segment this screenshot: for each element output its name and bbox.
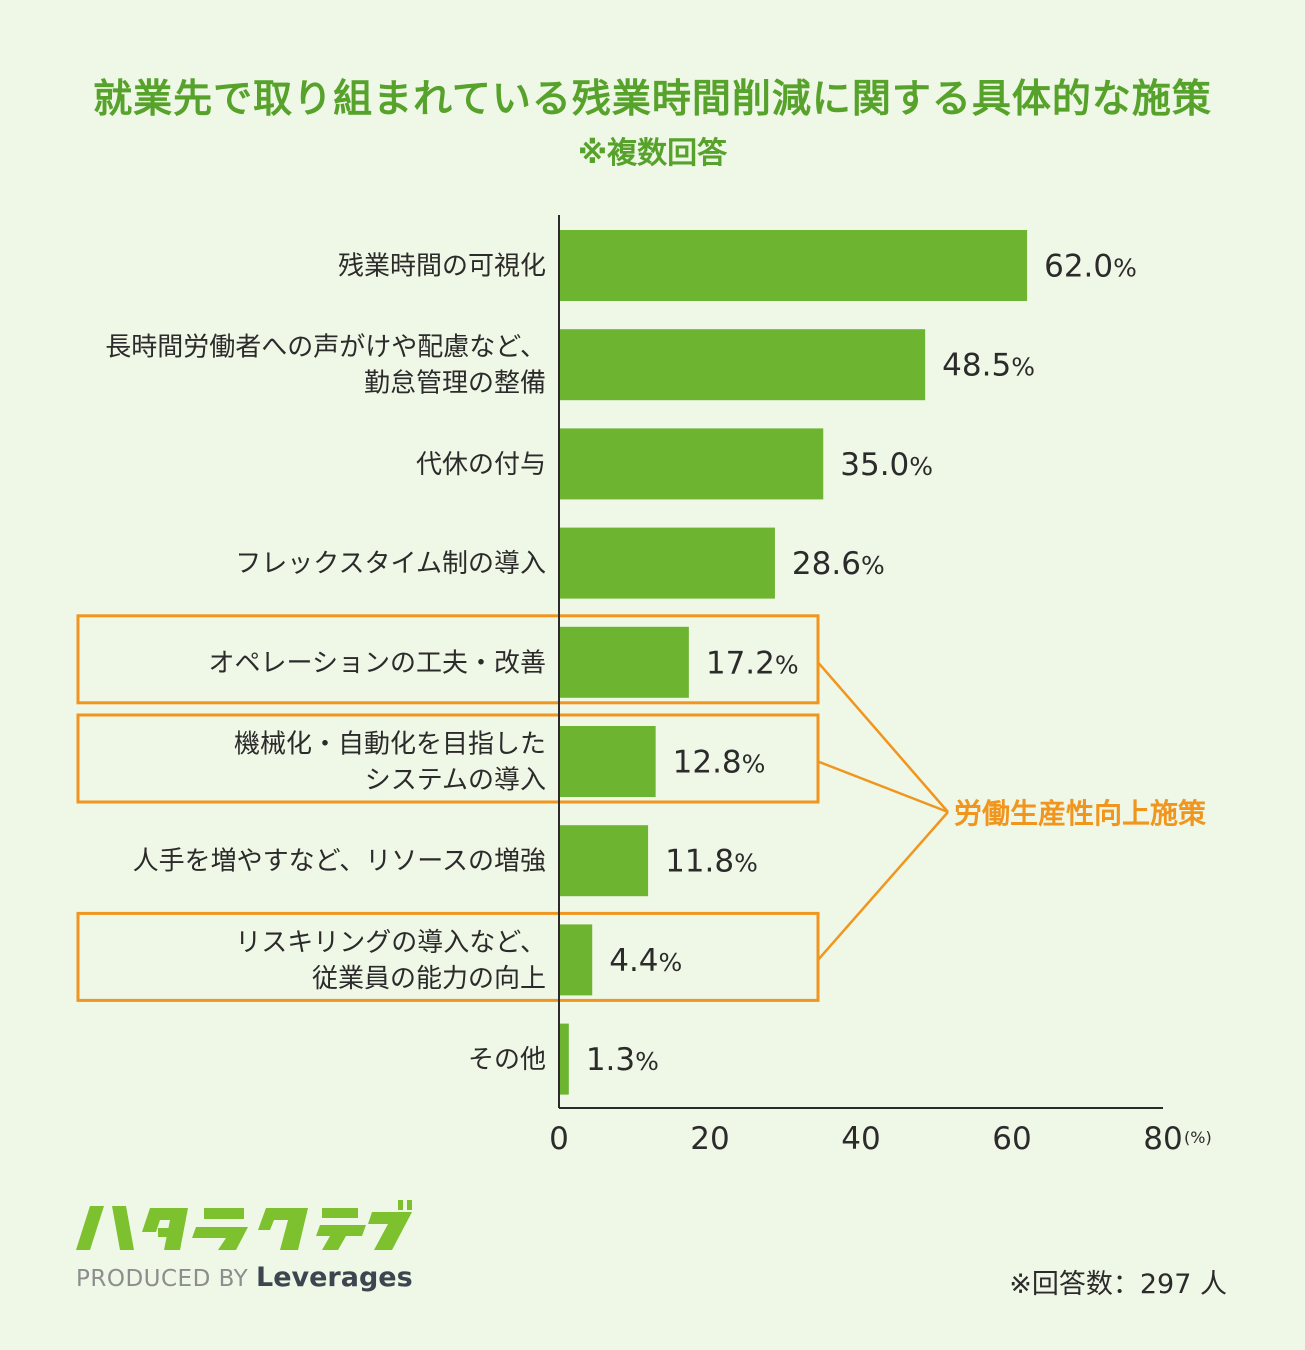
x-tick-label: 60 (992, 1121, 1031, 1157)
bar-value-unit: % (1011, 353, 1035, 382)
category-label: 代休の付与 (416, 450, 546, 480)
bar-value-unit: % (734, 849, 758, 878)
chart-subtitle: ※複数回答 (577, 136, 728, 171)
x-tick-label: 40 (841, 1121, 880, 1157)
highlight-box (76, 713, 820, 804)
highlight-connector-line (817, 811, 949, 961)
bar-value-label: 4.4% (609, 943, 682, 979)
bar (559, 329, 926, 401)
category-label: その他 (468, 1045, 546, 1075)
category-label: 長時間労働者への声がけや配慮など、 (105, 333, 546, 363)
category-label: 残業時間の可視化 (338, 252, 546, 282)
bar (559, 1023, 569, 1095)
category-label: リスキリングの導入など、 (235, 928, 546, 958)
bar-value-unit: % (861, 551, 885, 580)
bar (559, 825, 649, 897)
respondent-count: ※回答数：297 人 (1009, 1269, 1227, 1300)
category-label: システムの導入 (365, 766, 546, 796)
x-tick-label: 0 (549, 1121, 569, 1157)
logo-mark (76, 1200, 412, 1250)
x-tick-label: 20 (690, 1121, 729, 1157)
highlight-box (76, 911, 820, 1002)
leverages-brand: Leverages (256, 1262, 413, 1293)
bar (559, 428, 824, 500)
highlight-connector-line (817, 661, 949, 813)
bar-value-unit: % (909, 452, 933, 481)
bar-value-label: 48.5% (942, 348, 1035, 384)
chart-title: 就業先で取り組まれている残業時間削減に関する具体的な施策 (93, 77, 1212, 122)
bar-value-unit: % (775, 650, 799, 679)
bar (559, 726, 656, 797)
bar-value-label: 1.3% (586, 1042, 659, 1078)
bar-value-unit: % (635, 1047, 659, 1076)
bar (559, 527, 775, 599)
bar-value-label: 28.6% (792, 546, 885, 582)
bar-value-label: 11.8% (665, 844, 758, 880)
highlight-box (76, 614, 820, 705)
category-label: オペレーションの工夫・改善 (209, 648, 546, 678)
category-label: 人手を増やすなど、リソースの増強 (133, 847, 546, 877)
produced-by: PRODUCED BY Leverages (76, 1262, 413, 1293)
hataractive-logo (76, 1198, 416, 1262)
bar (559, 230, 1028, 301)
x-axis-unit: (%) (1184, 1128, 1212, 1147)
bar (559, 626, 689, 698)
produced-by-prefix: PRODUCED BY (76, 1266, 249, 1292)
x-tick-label: 80 (1143, 1121, 1182, 1157)
bar-value-unit: % (1113, 254, 1137, 283)
category-label: 勤怠管理の整備 (364, 369, 546, 399)
category-label: フレックスタイム制の導入 (235, 549, 546, 579)
bar-value-unit: % (742, 750, 766, 779)
highlight-connector-line (817, 760, 949, 814)
highlight-group-label: 労働生産性向上施策 (954, 797, 1206, 830)
bar (559, 924, 593, 996)
bar-value-label: 12.8% (673, 745, 766, 781)
bar-value-label: 35.0% (840, 447, 933, 483)
category-label: 機械化・自動化を目指した (234, 730, 546, 760)
bar-value-label: 62.0% (1044, 249, 1137, 285)
bar-value-unit: % (659, 948, 683, 977)
bar-value-label: 17.2% (706, 645, 799, 681)
category-label: 従業員の能力の向上 (312, 964, 546, 994)
bar-chart: 労働生産性向上施策 62.0% 残業時間の可視化 48.5% 長時間労働者への声がけや配… (76, 215, 1212, 1157)
